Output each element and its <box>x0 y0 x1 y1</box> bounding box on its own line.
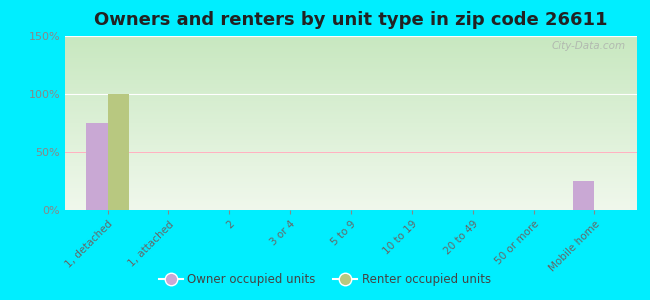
Bar <box>108 94 129 210</box>
Bar <box>573 181 594 210</box>
Text: City-Data.com: City-Data.com <box>551 41 625 51</box>
Legend: Owner occupied units, Renter occupied units: Owner occupied units, Renter occupied un… <box>154 269 496 291</box>
Title: Owners and renters by unit type in zip code 26611: Owners and renters by unit type in zip c… <box>94 11 608 29</box>
Bar <box>86 123 108 210</box>
